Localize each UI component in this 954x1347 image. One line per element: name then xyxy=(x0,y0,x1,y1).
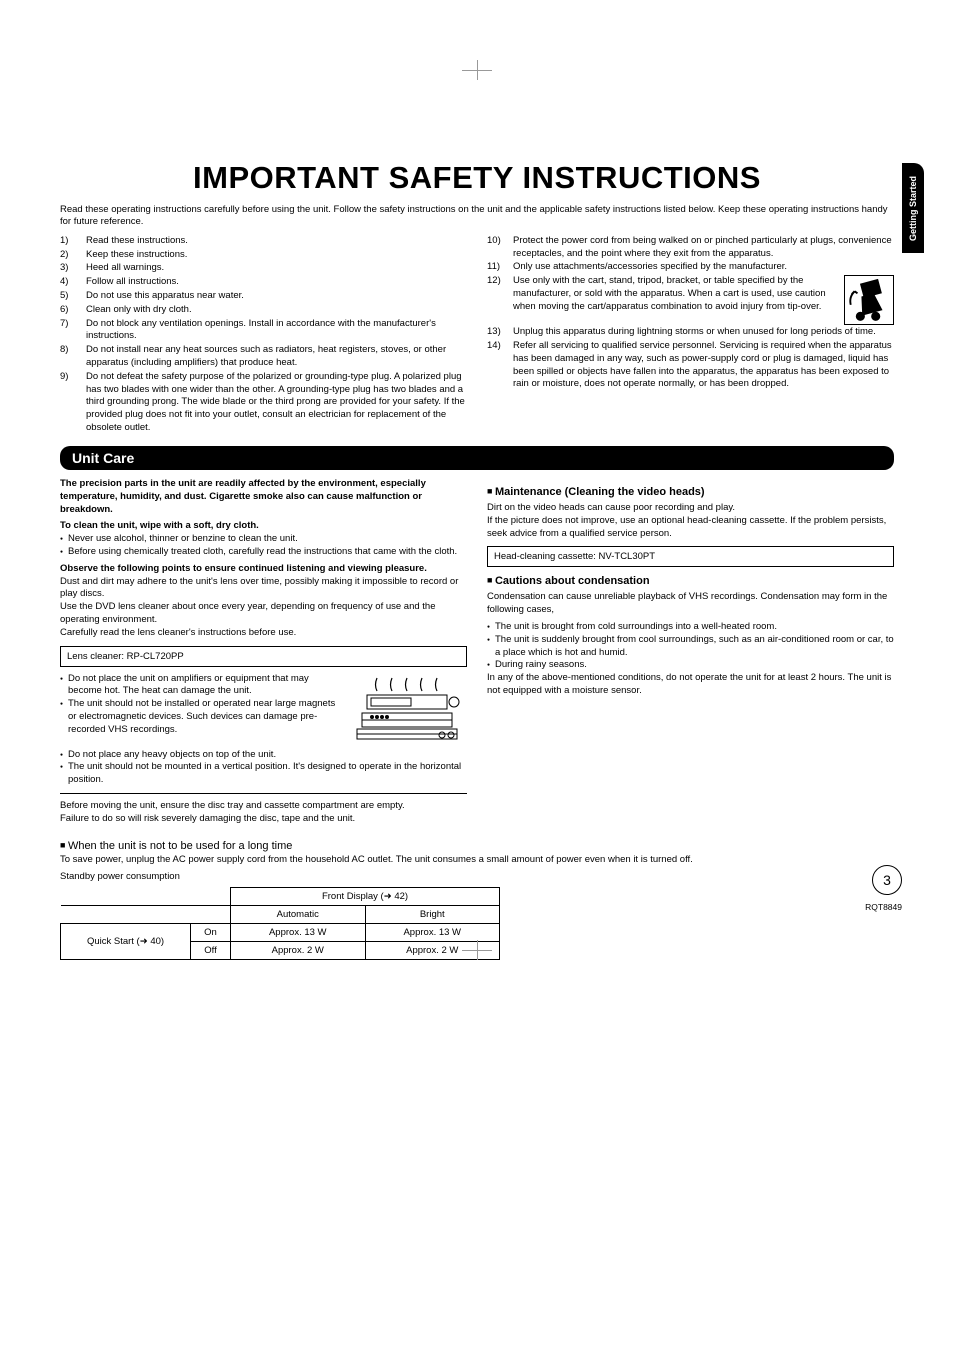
page-title: IMPORTANT SAFETY INSTRUCTIONS xyxy=(60,160,894,196)
table-blank xyxy=(61,888,231,906)
amplifier-heat-icon xyxy=(347,673,467,745)
bullet-item: The unit is suddenly brought from cool s… xyxy=(487,634,894,660)
table-col-automatic: Automatic xyxy=(231,906,366,924)
long-time-text: To save power, unplug the AC power suppl… xyxy=(60,854,894,867)
list-item: Follow all instructions. xyxy=(86,276,179,289)
list-num: 14) xyxy=(487,340,507,391)
clean-heading: To clean the unit, wipe with a soft, dry… xyxy=(60,520,467,533)
list-num: 11) xyxy=(487,261,507,274)
list-num: 3) xyxy=(60,262,80,275)
maint-p1: Dirt on the video heads can cause poor r… xyxy=(487,502,894,515)
list-item: Do not defeat the safety purpose of the … xyxy=(86,371,467,435)
list-item: Protect the power cord from being walked… xyxy=(513,235,894,261)
placement-bullets-2: Do not place any heavy objects on top of… xyxy=(60,749,467,787)
cond-p2: In any of the above-mentioned conditions… xyxy=(487,672,894,698)
maintenance-heading: Maintenance (Cleaning the video heads) xyxy=(487,486,894,498)
condensation-heading: Cautions about condensation xyxy=(487,575,894,587)
list-num: 12) xyxy=(487,275,507,325)
list-num: 9) xyxy=(60,371,80,435)
list-item: Heed all warnings. xyxy=(86,262,164,275)
table-caption: Standby power consumption xyxy=(60,871,894,884)
maint-p2: If the picture does not improve, use an … xyxy=(487,515,894,541)
list-num: 4) xyxy=(60,276,80,289)
cond-p1: Condensation can cause unreliable playba… xyxy=(487,591,894,617)
condensation-bullets: The unit is brought from cold surroundin… xyxy=(487,621,894,672)
dust-text: Dust and dirt may adhere to the unit's l… xyxy=(60,576,467,602)
list-item: Read these instructions. xyxy=(86,235,188,248)
clean-bullets: Never use alcohol, thinner or benzine to… xyxy=(60,533,467,559)
instructions-left: 1) Read these instructions. 2) Keep these … xyxy=(60,235,467,435)
list-item: Use only with the cart, stand, tripod, b… xyxy=(513,275,838,313)
bullet-item: Never use alcohol, thinner or benzine to… xyxy=(60,533,467,546)
table-row-quickstart: Quick Start (➜ 40) xyxy=(61,924,191,960)
list-item: Clean only with dry cloth. xyxy=(86,304,192,317)
list-item: Unplug this apparatus during lightning s… xyxy=(513,326,876,339)
intro-text: Read these operating instructions carefu… xyxy=(60,204,894,229)
precision-warning: The precision parts in the unit are read… xyxy=(60,478,467,516)
table-cell: Approx. 2 W xyxy=(231,942,366,960)
list-num: 2) xyxy=(60,249,80,262)
list-item: Do not block any ventilation openings. I… xyxy=(86,318,467,344)
lens-cleaner-read: Carefully read the lens cleaner's instru… xyxy=(60,627,467,640)
bullet-item: Before using chemically treated cloth, c… xyxy=(60,546,467,559)
list-num: 10) xyxy=(487,235,507,261)
unit-care-header: Unit Care xyxy=(60,446,894,470)
list-item: Do not use this apparatus near water. xyxy=(86,290,244,303)
bullet-item: Do not place any heavy objects on top of… xyxy=(60,749,467,762)
instructions-columns: 1) Read these instructions. 2) Keep these … xyxy=(60,235,894,436)
bullet-item: The unit should not be mounted in a vert… xyxy=(60,761,467,787)
long-time-heading: When the unit is not to be used for a lo… xyxy=(60,840,894,852)
list-num: 6) xyxy=(60,304,80,317)
bullet-item: Do not place the unit on amplifiers or e… xyxy=(60,673,339,699)
unit-care-columns: The precision parts in the unit are read… xyxy=(60,478,894,830)
list-num: 8) xyxy=(60,344,80,370)
table-cell: Approx. 13 W xyxy=(365,924,500,942)
observe-heading: Observe the following points to ensure c… xyxy=(60,563,467,576)
list-item: Keep these instructions. xyxy=(86,249,187,262)
list-num: 7) xyxy=(60,318,80,344)
table-header-front-display: Front Display (➜ 42) xyxy=(231,888,500,906)
failure-warning: Failure to do so will risk severely dama… xyxy=(60,813,467,826)
head-cleaning-box: Head-cleaning cassette: NV-TCL30PT xyxy=(487,546,894,567)
list-num: 13) xyxy=(487,326,507,339)
before-moving: Before moving the unit, ensure the disc … xyxy=(60,800,467,813)
lens-cleaner-freq: Use the DVD lens cleaner about once ever… xyxy=(60,601,467,627)
list-num: 5) xyxy=(60,290,80,303)
crop-mark-bottom xyxy=(462,940,492,960)
table-cell-off: Off xyxy=(191,942,231,960)
bullet-item: During rainy seasons. xyxy=(487,659,894,672)
power-table: Front Display (➜ 42) Automatic Bright Qu… xyxy=(60,887,500,960)
table-col-bright: Bright xyxy=(365,906,500,924)
placement-bullets: Do not place the unit on amplifiers or e… xyxy=(60,673,339,737)
list-item: Refer all servicing to qualified service… xyxy=(513,340,894,391)
cart-tip-icon xyxy=(844,275,894,325)
footer-code: RQT8849 xyxy=(865,902,902,912)
lens-cleaner-box: Lens cleaner: RP-CL720PP xyxy=(60,646,467,667)
bullet-item: The unit should not be installed or oper… xyxy=(60,698,339,736)
instructions-right: 10) Protect the power cord from being wal… xyxy=(487,235,894,392)
table-cell: Approx. 13 W xyxy=(231,924,366,942)
table-cell-on: On xyxy=(191,924,231,942)
list-num: 1) xyxy=(60,235,80,248)
list-item: Do not install near any heat sources suc… xyxy=(86,344,467,370)
bullet-item: The unit is brought from cold surroundin… xyxy=(487,621,894,634)
page-content: IMPORTANT SAFETY INSTRUCTIONS Read these… xyxy=(0,0,954,990)
list-item: Only use attachments/accessories specifi… xyxy=(513,261,787,274)
table-blank xyxy=(61,906,231,924)
